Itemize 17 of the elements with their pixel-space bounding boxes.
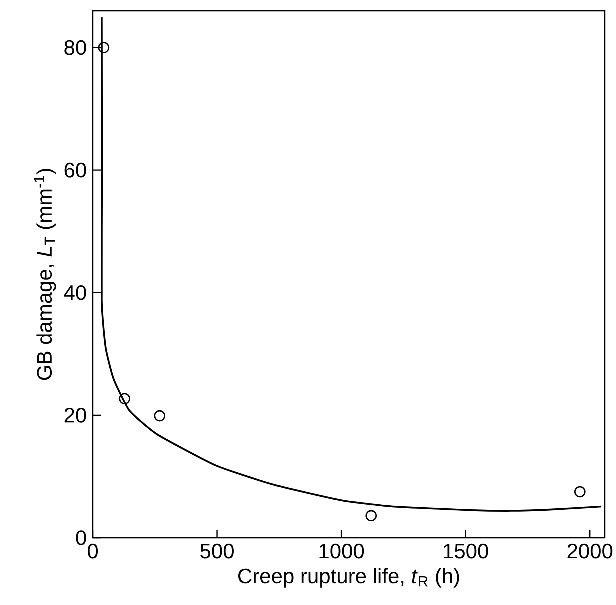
x-tick-label: 1000 bbox=[320, 544, 364, 559]
y-tick-label: 20 bbox=[64, 408, 86, 423]
y-tick-label: 40 bbox=[64, 285, 86, 300]
x-tick-label: 500 bbox=[200, 544, 234, 559]
x-axis-title: Creep rupture life, t$_{R}$ (h) bbox=[238, 568, 460, 588]
x-tick-label: 1500 bbox=[444, 544, 488, 559]
point bbox=[154, 410, 166, 422]
x-tick-label: 2000 bbox=[568, 544, 613, 559]
y-tick-label: 60 bbox=[64, 162, 86, 178]
point bbox=[366, 510, 378, 522]
point bbox=[98, 42, 110, 54]
x-tick-label: 0 bbox=[88, 544, 98, 559]
y-axis-title: GB damage, L$_{T}$ (mm$^{-1}$) bbox=[34, 169, 56, 380]
point bbox=[574, 486, 586, 498]
y-tick-label: 0 bbox=[76, 530, 86, 546]
point bbox=[119, 393, 130, 405]
y-tick-label: 80 bbox=[64, 40, 86, 56]
